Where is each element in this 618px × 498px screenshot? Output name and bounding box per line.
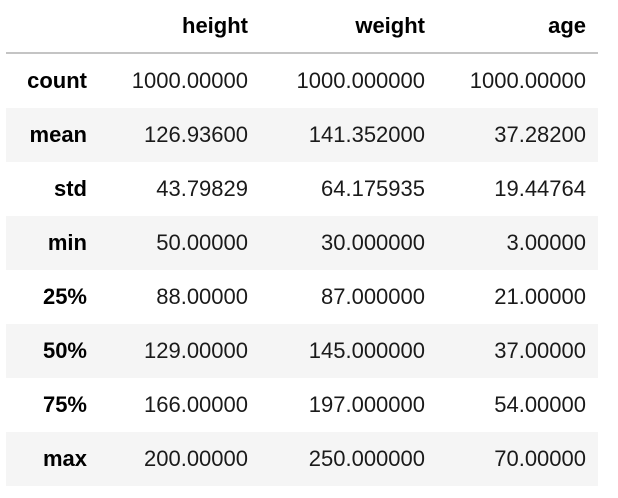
cell-height: 166.00000 xyxy=(99,378,260,432)
cell-weight: 64.175935 xyxy=(260,162,437,216)
cell-weight: 145.000000 xyxy=(260,324,437,378)
table-row-min: min 50.00000 30.000000 3.00000 xyxy=(6,216,598,270)
table-row-count: count 1000.00000 1000.000000 1000.00000 xyxy=(6,53,598,108)
cell-weight: 87.000000 xyxy=(260,270,437,324)
cell-height: 88.00000 xyxy=(99,270,260,324)
table-row-25pct: 25% 88.00000 87.000000 21.00000 xyxy=(6,270,598,324)
cell-weight: 1000.000000 xyxy=(260,53,437,108)
row-label: mean xyxy=(6,108,99,162)
cell-height: 126.93600 xyxy=(99,108,260,162)
row-label: count xyxy=(6,53,99,108)
cell-age: 54.00000 xyxy=(437,378,598,432)
row-label: 50% xyxy=(6,324,99,378)
column-header-weight: weight xyxy=(260,0,437,54)
row-label: 75% xyxy=(6,378,99,432)
table-row-mean: mean 126.93600 141.352000 37.28200 xyxy=(6,108,598,162)
column-header-age: age xyxy=(437,0,598,54)
cell-age: 70.00000 xyxy=(437,432,598,486)
column-header-height: height xyxy=(99,0,260,54)
cell-height: 50.00000 xyxy=(99,216,260,270)
header-row: height weight age xyxy=(6,0,598,54)
dataframe-output: height weight age count 1000.00000 1000.… xyxy=(6,0,598,486)
row-label: 25% xyxy=(6,270,99,324)
describe-table: height weight age count 1000.00000 1000.… xyxy=(6,0,598,486)
row-label: min xyxy=(6,216,99,270)
row-label: max xyxy=(6,432,99,486)
cell-weight: 250.000000 xyxy=(260,432,437,486)
cell-age: 37.00000 xyxy=(437,324,598,378)
cell-height: 129.00000 xyxy=(99,324,260,378)
cell-height: 43.79829 xyxy=(99,162,260,216)
table-body: count 1000.00000 1000.000000 1000.00000 … xyxy=(6,53,598,486)
cell-height: 1000.00000 xyxy=(99,53,260,108)
row-label: std xyxy=(6,162,99,216)
cell-age: 37.28200 xyxy=(437,108,598,162)
cell-age: 19.44764 xyxy=(437,162,598,216)
cell-height: 200.00000 xyxy=(99,432,260,486)
table-row-75pct: 75% 166.00000 197.000000 54.00000 xyxy=(6,378,598,432)
index-header xyxy=(6,0,99,54)
cell-age: 21.00000 xyxy=(437,270,598,324)
table-row-max: max 200.00000 250.000000 70.00000 xyxy=(6,432,598,486)
cell-age: 3.00000 xyxy=(437,216,598,270)
table-row-50pct: 50% 129.00000 145.000000 37.00000 xyxy=(6,324,598,378)
table-header: height weight age xyxy=(6,0,598,54)
cell-weight: 197.000000 xyxy=(260,378,437,432)
table-row-std: std 43.79829 64.175935 19.44764 xyxy=(6,162,598,216)
cell-weight: 141.352000 xyxy=(260,108,437,162)
cell-age: 1000.00000 xyxy=(437,53,598,108)
cell-weight: 30.000000 xyxy=(260,216,437,270)
